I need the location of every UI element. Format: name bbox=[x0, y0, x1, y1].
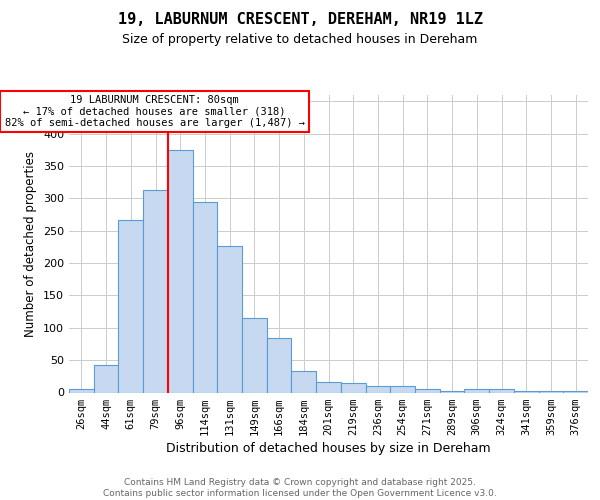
Bar bbox=[217, 246, 242, 392]
Bar bbox=[168, 150, 193, 392]
Bar bbox=[341, 384, 365, 392]
Bar bbox=[489, 388, 514, 392]
Bar bbox=[143, 190, 168, 392]
X-axis label: Distribution of detached houses by size in Dereham: Distribution of detached houses by size … bbox=[166, 442, 491, 455]
Text: Size of property relative to detached houses in Dereham: Size of property relative to detached ho… bbox=[122, 32, 478, 46]
Bar bbox=[242, 318, 267, 392]
Bar bbox=[118, 220, 143, 392]
Bar bbox=[563, 390, 588, 392]
Bar bbox=[514, 390, 539, 392]
Bar bbox=[539, 391, 563, 392]
Bar bbox=[267, 338, 292, 392]
Bar bbox=[69, 388, 94, 392]
Y-axis label: Number of detached properties: Number of detached properties bbox=[25, 151, 37, 337]
Bar bbox=[316, 382, 341, 392]
Bar bbox=[193, 202, 217, 392]
Bar bbox=[94, 364, 118, 392]
Text: 19 LABURNUM CRESCENT: 80sqm
← 17% of detached houses are smaller (318)
82% of se: 19 LABURNUM CRESCENT: 80sqm ← 17% of det… bbox=[5, 95, 305, 128]
Bar bbox=[415, 390, 440, 392]
Bar bbox=[292, 370, 316, 392]
Bar bbox=[365, 386, 390, 392]
Bar bbox=[390, 386, 415, 392]
Bar bbox=[440, 391, 464, 392]
Bar bbox=[464, 388, 489, 392]
Text: 19, LABURNUM CRESCENT, DEREHAM, NR19 1LZ: 19, LABURNUM CRESCENT, DEREHAM, NR19 1LZ bbox=[118, 12, 482, 28]
Text: Contains HM Land Registry data © Crown copyright and database right 2025.
Contai: Contains HM Land Registry data © Crown c… bbox=[103, 478, 497, 498]
